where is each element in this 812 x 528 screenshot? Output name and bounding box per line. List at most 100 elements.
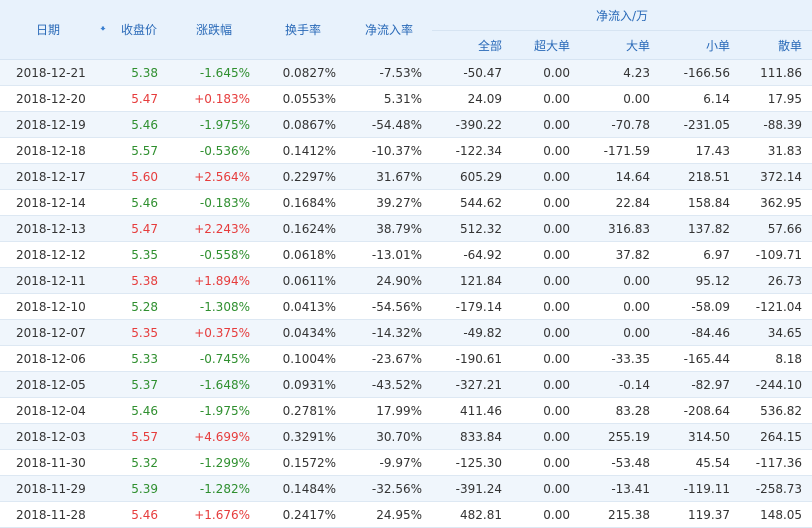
table-row: 2018-11-29 5.39 -1.282% 0.1484% -32.56% -391.… xyxy=(0,475,812,502)
date-cell: 2018-12-11 xyxy=(0,267,110,294)
turnover-cell: 0.1004% xyxy=(260,345,346,372)
column-header-close[interactable]: 收盘价 xyxy=(110,0,168,60)
net-all-cell: -125.30 xyxy=(432,449,512,476)
net-all-cell: 24.09 xyxy=(432,85,512,112)
date-cell: 2018-12-20 xyxy=(0,85,110,112)
net-all-cell: 411.46 xyxy=(432,397,512,424)
net-retail-cell: 536.82 xyxy=(740,397,812,424)
change-cell: +4.699% xyxy=(168,423,260,450)
close-cell: 5.47 xyxy=(110,215,168,242)
net-retail-cell: 264.15 xyxy=(740,423,812,450)
table-row: 2018-12-11 5.38 +1.894% 0.0611% 24.90% 121.84… xyxy=(0,267,812,294)
date-cell: 2018-12-13 xyxy=(0,215,110,242)
change-cell: +0.375% xyxy=(168,319,260,346)
column-header-date[interactable]: 日期 🠻 xyxy=(0,0,110,60)
net-all-cell: -391.24 xyxy=(432,475,512,502)
net-extra-large-cell: 0.00 xyxy=(512,293,580,320)
net-large-cell: 316.83 xyxy=(580,215,660,242)
net-retail-cell: -244.10 xyxy=(740,371,812,398)
net-all-cell: 833.84 xyxy=(432,423,512,450)
net-ratio-cell: 24.90% xyxy=(346,267,432,294)
close-cell: 5.38 xyxy=(110,267,168,294)
net-large-cell: 255.19 xyxy=(580,423,660,450)
date-cell: 2018-12-07 xyxy=(0,319,110,346)
net-small-cell: -82.97 xyxy=(660,371,740,398)
net-small-cell: 6.97 xyxy=(660,241,740,268)
net-extra-large-cell: 0.00 xyxy=(512,111,580,138)
table-row: 2018-11-30 5.32 -1.299% 0.1572% -9.97% -125.3… xyxy=(0,449,812,476)
column-group-net-inflow: 净流入/万 xyxy=(432,0,812,31)
net-large-cell: 0.00 xyxy=(580,319,660,346)
net-retail-cell: 26.73 xyxy=(740,267,812,294)
net-ratio-cell: -9.97% xyxy=(346,449,432,476)
column-header-extra-large[interactable]: 超大单 xyxy=(512,30,580,60)
table-row: 2018-12-17 5.60 +2.564% 0.2297% 31.67% 605.29… xyxy=(0,163,812,190)
net-large-cell: -171.59 xyxy=(580,137,660,164)
net-retail-cell: 31.83 xyxy=(740,137,812,164)
table-row: 2018-12-10 5.28 -1.308% 0.0413% -54.56% -179.… xyxy=(0,293,812,320)
column-header-all[interactable]: 全部 xyxy=(432,30,512,60)
net-retail-cell: -109.71 xyxy=(740,241,812,268)
date-cell: 2018-12-17 xyxy=(0,163,110,190)
net-large-cell: 37.82 xyxy=(580,241,660,268)
close-cell: 5.37 xyxy=(110,371,168,398)
net-small-cell: 45.54 xyxy=(660,449,740,476)
turnover-cell: 0.2417% xyxy=(260,501,346,528)
net-large-cell: -70.78 xyxy=(580,111,660,138)
change-cell: -0.183% xyxy=(168,189,260,216)
net-small-cell: 137.82 xyxy=(660,215,740,242)
turnover-cell: 0.0611% xyxy=(260,267,346,294)
net-small-cell: -84.46 xyxy=(660,319,740,346)
arrow-down-icon[interactable]: 🠻 xyxy=(99,24,106,35)
net-large-cell: -33.35 xyxy=(580,345,660,372)
change-cell: -0.558% xyxy=(168,241,260,268)
net-ratio-cell: 39.27% xyxy=(346,189,432,216)
change-cell: -1.975% xyxy=(168,111,260,138)
net-extra-large-cell: 0.00 xyxy=(512,371,580,398)
turnover-cell: 0.1484% xyxy=(260,475,346,502)
change-cell: -0.536% xyxy=(168,137,260,164)
net-ratio-cell: -10.37% xyxy=(346,137,432,164)
net-extra-large-cell: 0.00 xyxy=(512,397,580,424)
turnover-cell: 0.1572% xyxy=(260,449,346,476)
table-row: 2018-11-28 5.46 +1.676% 0.2417% 24.95% 482.81… xyxy=(0,501,812,528)
change-cell: -1.645% xyxy=(168,59,260,86)
net-large-cell: 83.28 xyxy=(580,397,660,424)
net-ratio-cell: 31.67% xyxy=(346,163,432,190)
net-all-cell: -327.21 xyxy=(432,371,512,398)
table-row: 2018-12-06 5.33 -0.745% 0.1004% -23.67% -190.… xyxy=(0,345,812,372)
net-large-cell: 4.23 xyxy=(580,59,660,86)
date-cell: 2018-12-05 xyxy=(0,371,110,398)
net-extra-large-cell: 0.00 xyxy=(512,423,580,450)
table-row: 2018-12-07 5.35 +0.375% 0.0434% -14.32% -49.8… xyxy=(0,319,812,346)
net-large-cell: -13.41 xyxy=(580,475,660,502)
column-header-large[interactable]: 大单 xyxy=(580,30,660,60)
net-all-cell: 482.81 xyxy=(432,501,512,528)
net-retail-cell: 372.14 xyxy=(740,163,812,190)
net-retail-cell: -88.39 xyxy=(740,111,812,138)
column-header-retail[interactable]: 散单 xyxy=(740,30,812,60)
net-extra-large-cell: 0.00 xyxy=(512,501,580,528)
column-header-change[interactable]: 涨跌幅 xyxy=(168,0,260,60)
net-extra-large-cell: 0.00 xyxy=(512,215,580,242)
net-small-cell: 158.84 xyxy=(660,189,740,216)
net-large-cell: 0.00 xyxy=(580,293,660,320)
column-header-small[interactable]: 小单 xyxy=(660,30,740,60)
close-cell: 5.35 xyxy=(110,241,168,268)
change-cell: +2.243% xyxy=(168,215,260,242)
net-small-cell: 218.51 xyxy=(660,163,740,190)
table-row: 2018-12-03 5.57 +4.699% 0.3291% 30.70% 833.84… xyxy=(0,423,812,450)
close-cell: 5.46 xyxy=(110,501,168,528)
net-ratio-cell: -54.48% xyxy=(346,111,432,138)
column-header-net-ratio[interactable]: 净流入率 xyxy=(346,0,432,60)
net-small-cell: -166.56 xyxy=(660,59,740,86)
net-extra-large-cell: 0.00 xyxy=(512,319,580,346)
net-ratio-cell: 24.95% xyxy=(346,501,432,528)
date-cell: 2018-12-06 xyxy=(0,345,110,372)
net-retail-cell: 362.95 xyxy=(740,189,812,216)
column-header-turnover[interactable]: 换手率 xyxy=(260,0,346,60)
net-ratio-cell: -43.52% xyxy=(346,371,432,398)
change-cell: -1.975% xyxy=(168,397,260,424)
close-cell: 5.28 xyxy=(110,293,168,320)
